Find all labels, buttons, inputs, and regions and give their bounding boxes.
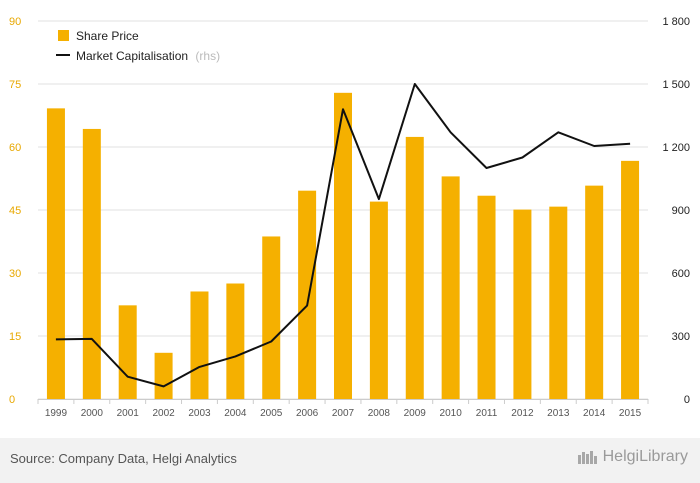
x-tick-label: 2003 (188, 408, 211, 419)
x-tick-label: 2007 (332, 408, 355, 419)
x-tick-label: 2013 (547, 408, 570, 419)
left-tick-label: 15 (9, 331, 21, 343)
x-tick-label: 2000 (81, 408, 104, 419)
left-tick-label: 0 (9, 394, 15, 406)
share-price-bar (298, 190, 317, 399)
x-tick-label: 2012 (511, 408, 534, 419)
brand-name: HelgiLibrary (602, 448, 688, 465)
share-price-bar (190, 291, 209, 399)
left-tick-label: 45 (9, 205, 21, 217)
right-axis-ticks: 0 300 600 900 1 200 1 500 1 800 (662, 16, 690, 406)
legend-market-cap-suffix: (rhs) (195, 49, 220, 63)
source-text: Source: Company Data, Helgi Analytics (10, 451, 237, 466)
x-tick-label: 2002 (152, 408, 175, 419)
right-tick-label: 900 (672, 205, 690, 217)
share-price-bar (226, 283, 245, 399)
x-tick-label: 1999 (45, 408, 68, 419)
legend: Share Price Market Capitalisation (rhs) (56, 29, 220, 63)
left-tick-label: 75 (9, 79, 21, 91)
left-axis-ticks: 0 15 30 45 60 75 90 (9, 16, 21, 406)
share-price-bar (441, 176, 460, 399)
brand-logo: HelgiLibrary (577, 448, 688, 466)
share-price-bar (334, 92, 352, 399)
share-price-bar (118, 305, 137, 399)
x-tick-label: 2005 (260, 408, 283, 419)
right-tick-label: 1 500 (662, 79, 690, 91)
x-tick-label: 2008 (368, 408, 391, 419)
market-cap-line (55, 83, 631, 388)
right-tick-label: 0 (684, 394, 690, 406)
x-tick-label: 2015 (619, 408, 642, 419)
x-axis-ticks: 1999 2000 2001 2002 2003 2004 2005 2006 2007 2008… (37, 399, 649, 419)
x-tick-label: 2011 (476, 408, 498, 419)
legend-market-cap-name: Market Capitalisation (76, 49, 188, 63)
share-price-bar (369, 201, 388, 399)
line-series (55, 83, 631, 388)
x-tick-label: 2009 (404, 408, 427, 419)
right-tick-label: 600 (672, 268, 690, 280)
left-tick-label: 30 (9, 268, 21, 280)
right-tick-label: 1 200 (662, 142, 690, 154)
x-tick-label: 2004 (224, 408, 247, 419)
x-tick-label: 2014 (583, 408, 606, 419)
share-price-bar (46, 108, 65, 400)
left-tick-label: 60 (9, 142, 21, 154)
legend-label-share-price: Share Price (76, 29, 139, 43)
left-tick-label: 90 (9, 16, 21, 28)
bar-series (46, 92, 640, 400)
x-tick-label: 2001 (117, 408, 140, 419)
share-price-bar (621, 160, 640, 399)
x-tick-label: 2010 (440, 408, 463, 419)
right-tick-label: 1 800 (662, 16, 690, 28)
right-tick-label: 300 (672, 331, 690, 343)
share-price-bar (585, 185, 604, 399)
library-icon (577, 451, 597, 464)
footer: Source: Company Data, Helgi Analytics He… (0, 438, 700, 483)
share-price-bar (513, 209, 532, 399)
x-tick-label: 2006 (296, 408, 319, 419)
share-price-bar (549, 206, 568, 399)
share-price-bar (477, 195, 496, 399)
share-price-bar (405, 136, 424, 400)
share-price-bar (82, 128, 101, 399)
share-price-bar (262, 236, 281, 399)
share-price-bar (154, 352, 173, 399)
legend-swatch-share-price (58, 30, 69, 41)
legend-label-market-cap: Market Capitalisation (rhs) (76, 49, 220, 63)
